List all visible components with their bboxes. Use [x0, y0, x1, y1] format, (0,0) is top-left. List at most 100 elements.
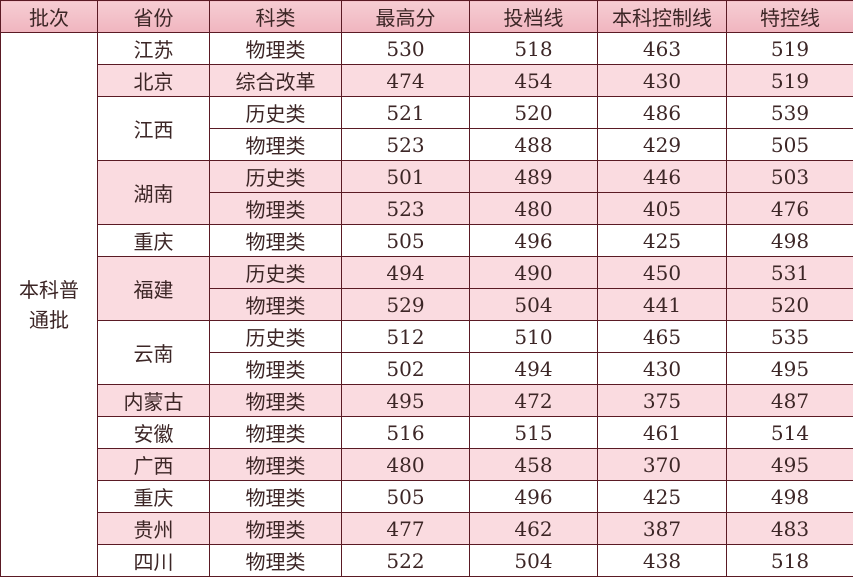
toudang-line-cell: 472	[469, 384, 598, 417]
header-toudang-line: 投档线	[469, 0, 598, 33]
header-control-line: 本科控制线	[597, 0, 727, 33]
header-max-score: 最高分	[341, 0, 470, 33]
table-row: 贵州 物理类 477 462 387 483	[1, 512, 853, 545]
subject-cell: 物理类	[209, 288, 342, 321]
header-row: 批次 省份 科类 最高分 投档线 本科控制线 特控线	[0, 0, 853, 33]
special-line-cell: 495	[726, 352, 853, 385]
province-cell: 江西	[97, 96, 210, 161]
special-line-cell: 503	[726, 160, 853, 193]
subject-cell: 物理类	[209, 480, 342, 513]
province-cell: 重庆	[97, 224, 210, 257]
control-line-cell: 441	[597, 288, 727, 321]
special-line-cell: 518	[726, 544, 853, 577]
table-row: 物理类 523 480 405 476	[1, 192, 853, 225]
table-row: 重庆 物理类 505 496 425 498	[1, 480, 853, 513]
table-row: 内蒙古 物理类 495 472 375 487	[1, 384, 853, 417]
control-line-cell: 425	[597, 480, 727, 513]
control-line-cell: 465	[597, 320, 727, 353]
subject-cell: 物理类	[209, 448, 342, 481]
table-row: 四川 物理类 522 504 438 518	[1, 544, 853, 577]
toudang-line-cell: 504	[469, 544, 598, 577]
table-row: 本科普通批 江苏 物理类 530 518 463 519	[0, 32, 853, 577]
toudang-line-cell: 489	[469, 160, 598, 193]
max-score-cell: 505	[341, 224, 470, 257]
table-row: 北京 综合改革 474 454 430 519	[1, 64, 853, 97]
province-cell: 云南	[97, 320, 210, 385]
header-special-line: 特控线	[726, 0, 853, 33]
table-row: 安徽 物理类 516 515 461 514	[1, 416, 853, 449]
max-score-cell: 474	[341, 64, 470, 97]
table-row: 江西 历史类 521 520 486 539	[1, 96, 853, 161]
header-batch: 批次	[0, 0, 98, 33]
province-cell: 安徽	[97, 416, 210, 449]
control-line-cell: 370	[597, 448, 727, 481]
control-line-cell: 425	[597, 224, 727, 257]
control-line-cell: 430	[597, 352, 727, 385]
special-line-cell: 519	[726, 32, 853, 65]
max-score-cell: 502	[341, 352, 470, 385]
subject-cell: 物理类	[209, 512, 342, 545]
special-line-cell: 483	[726, 512, 853, 545]
max-score-cell: 494	[341, 256, 470, 289]
subject-cell: 历史类	[209, 256, 342, 289]
control-line-cell: 430	[597, 64, 727, 97]
subject-cell: 物理类	[209, 352, 342, 385]
subject-cell: 物理类	[209, 128, 342, 161]
toudang-line-cell: 480	[469, 192, 598, 225]
control-line-cell: 438	[597, 544, 727, 577]
special-line-cell: 531	[726, 256, 853, 289]
subject-cell: 物理类	[209, 32, 342, 65]
province-cell: 内蒙古	[97, 384, 210, 417]
subject-cell: 综合改革	[209, 64, 342, 97]
province-cell: 北京	[97, 64, 210, 97]
special-line-cell: 476	[726, 192, 853, 225]
control-line-cell: 463	[597, 32, 727, 65]
special-line-cell: 535	[726, 320, 853, 353]
toudang-line-cell: 458	[469, 448, 598, 481]
max-score-cell: 522	[341, 544, 470, 577]
max-score-cell: 495	[341, 384, 470, 417]
province-cell: 重庆	[97, 480, 210, 513]
max-score-cell: 480	[341, 448, 470, 481]
max-score-cell: 523	[341, 192, 470, 225]
control-line-cell: 461	[597, 416, 727, 449]
table-row: 湖南 历史类 501 489 446 503	[1, 160, 853, 225]
table-row: 福建 历史类 494 490 450 531	[1, 256, 853, 321]
control-line-cell: 446	[597, 160, 727, 193]
toudang-line-cell: 518	[469, 32, 598, 65]
batch-label: 本科普通批	[19, 277, 79, 332]
province-cell: 广西	[97, 448, 210, 481]
toudang-line-cell: 488	[469, 128, 598, 161]
max-score-cell: 505	[341, 480, 470, 513]
subject-cell: 历史类	[209, 96, 342, 129]
toudang-line-cell: 462	[469, 512, 598, 545]
header-province: 省份	[97, 0, 210, 33]
toudang-line-cell: 454	[469, 64, 598, 97]
table-row: 云南 历史类 512 510 465 535	[1, 320, 853, 385]
province-cell: 四川	[97, 544, 210, 577]
max-score-cell: 516	[341, 416, 470, 449]
subject-cell: 物理类	[209, 384, 342, 417]
max-score-cell: 512	[341, 320, 470, 353]
subject-cell: 物理类	[209, 544, 342, 577]
province-cell: 贵州	[97, 512, 210, 545]
control-line-cell: 405	[597, 192, 727, 225]
max-score-cell: 477	[341, 512, 470, 545]
control-line-cell: 387	[597, 512, 727, 545]
special-line-cell: 505	[726, 128, 853, 161]
max-score-cell: 523	[341, 128, 470, 161]
province-cell: 福建	[97, 256, 210, 321]
subject-cell: 物理类	[209, 224, 342, 257]
special-line-cell: 539	[726, 96, 853, 129]
max-score-cell: 521	[341, 96, 470, 129]
subject-cell: 物理类	[209, 416, 342, 449]
toudang-line-cell: 496	[469, 224, 598, 257]
special-line-cell: 498	[726, 224, 853, 257]
toudang-line-cell: 515	[469, 416, 598, 449]
max-score-cell: 529	[341, 288, 470, 321]
table-row: 广西 物理类 480 458 370 495	[1, 448, 853, 481]
header-subject: 科类	[209, 0, 342, 33]
control-line-cell: 429	[597, 128, 727, 161]
toudang-line-cell: 494	[469, 352, 598, 385]
